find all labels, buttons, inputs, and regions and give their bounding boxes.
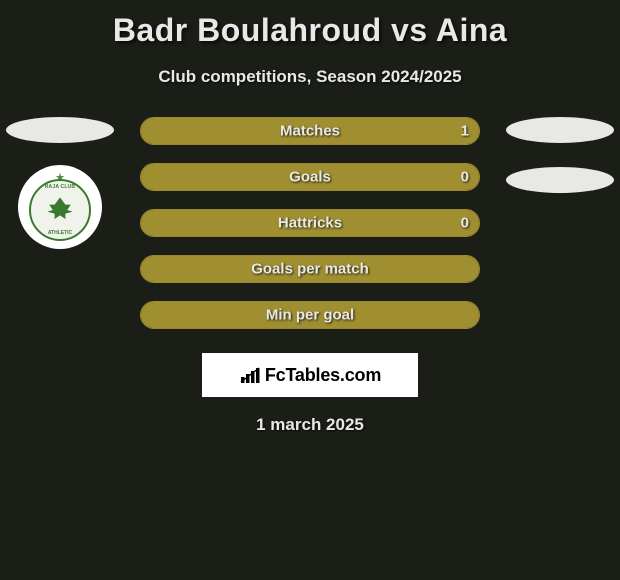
- stat-bar-label: Min per goal: [266, 307, 354, 324]
- stat-bar-label: Hattricks: [278, 215, 342, 232]
- page-title: Badr Boulahroud vs Aina: [0, 0, 620, 49]
- stat-bar-value: 0: [461, 169, 469, 186]
- stat-bar: Goals 0: [140, 163, 480, 191]
- badge-text-bottom: ATHLETIC: [48, 230, 72, 236]
- stat-rows: Matches 1 Goals 0 Hattricks 0 Goals per match M…: [140, 117, 480, 329]
- eagle-icon: [40, 190, 80, 230]
- player-right-placeholder-2: [506, 167, 614, 193]
- stat-bar: Goals per match: [140, 255, 480, 283]
- stat-bar-value: 1: [461, 123, 469, 140]
- stat-bar-label: Goals per match: [251, 261, 369, 278]
- brand-text: FcTables.com: [265, 365, 381, 386]
- subtitle: Club competitions, Season 2024/2025: [0, 67, 620, 87]
- comparison-content: ★ RAJA CLUB ATHLETIC Matches1Goals0Hattr…: [0, 117, 620, 329]
- right-badge-column: [506, 117, 614, 193]
- stat-bar: Min per goal: [140, 301, 480, 329]
- brand-box: FcTables.com: [202, 353, 418, 397]
- stat-bar: Hattricks 0: [140, 209, 480, 237]
- bars-icon: [239, 366, 261, 384]
- date: 1 march 2025: [0, 415, 620, 435]
- stat-bar: Matches 1: [140, 117, 480, 145]
- player-right-placeholder-1: [506, 117, 614, 143]
- stat-bar-label: Matches: [280, 123, 340, 140]
- club-badge-inner: RAJA CLUB ATHLETIC: [29, 179, 91, 241]
- stat-bar-value: 0: [461, 215, 469, 232]
- left-badge-column: ★ RAJA CLUB ATHLETIC: [6, 117, 114, 249]
- player-left-placeholder: [6, 117, 114, 143]
- badge-text-top: RAJA CLUB: [45, 184, 76, 190]
- stat-bar-label: Goals: [289, 169, 331, 186]
- club-badge-left: ★ RAJA CLUB ATHLETIC: [18, 165, 102, 249]
